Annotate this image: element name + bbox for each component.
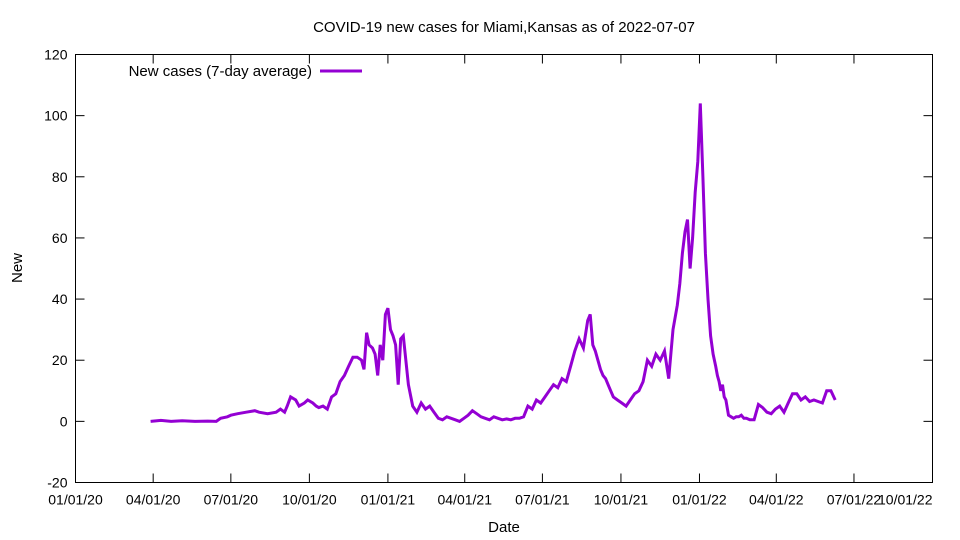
x-tick-label: 04/01/22 [749, 492, 804, 508]
x-tick-label: 10/01/20 [282, 492, 337, 508]
x-tick-label: 01/01/22 [672, 492, 727, 508]
x-axis-title: Date [488, 519, 520, 536]
y-tick-label: 20 [52, 352, 68, 368]
x-tick-label: 04/01/20 [126, 492, 181, 508]
legend-label: New cases (7-day average) [129, 63, 312, 80]
series-line-new-cases [150, 103, 837, 424]
y-tick-label: 60 [52, 230, 68, 246]
y-tick-label: 100 [44, 108, 68, 124]
x-tick-label: 07/01/22 [827, 492, 882, 508]
y-tick-label: 0 [60, 413, 68, 429]
x-tick-label: 10/01/21 [594, 492, 649, 508]
chart-title: COVID-19 new cases for Miami,Kansas as o… [313, 19, 695, 36]
plot-frame [75, 54, 933, 483]
y-axis-title: New [9, 253, 26, 283]
y-tick-label: 40 [52, 291, 68, 307]
x-tick-label: 07/01/21 [515, 492, 570, 508]
x-tick-label: 10/01/22 [878, 492, 933, 508]
y-tick-label: 120 [44, 47, 68, 63]
x-axis-tick-labels: 01/01/20 04/01/20 07/01/20 10/01/20 01/01/21… [48, 492, 932, 508]
x-tick-label: 04/01/21 [437, 492, 492, 508]
y-axis-tick-labels: -20 0 20 40 60 80 100 120 [44, 47, 68, 491]
x-tick-label: 07/01/20 [204, 492, 259, 508]
x-tick-label: 01/01/20 [48, 492, 103, 508]
x-tick-label: 01/01/21 [361, 492, 416, 508]
y-tick-label: -20 [47, 475, 67, 491]
y-tick-label: 80 [52, 169, 68, 185]
legend: New cases (7-day average) [129, 63, 362, 80]
